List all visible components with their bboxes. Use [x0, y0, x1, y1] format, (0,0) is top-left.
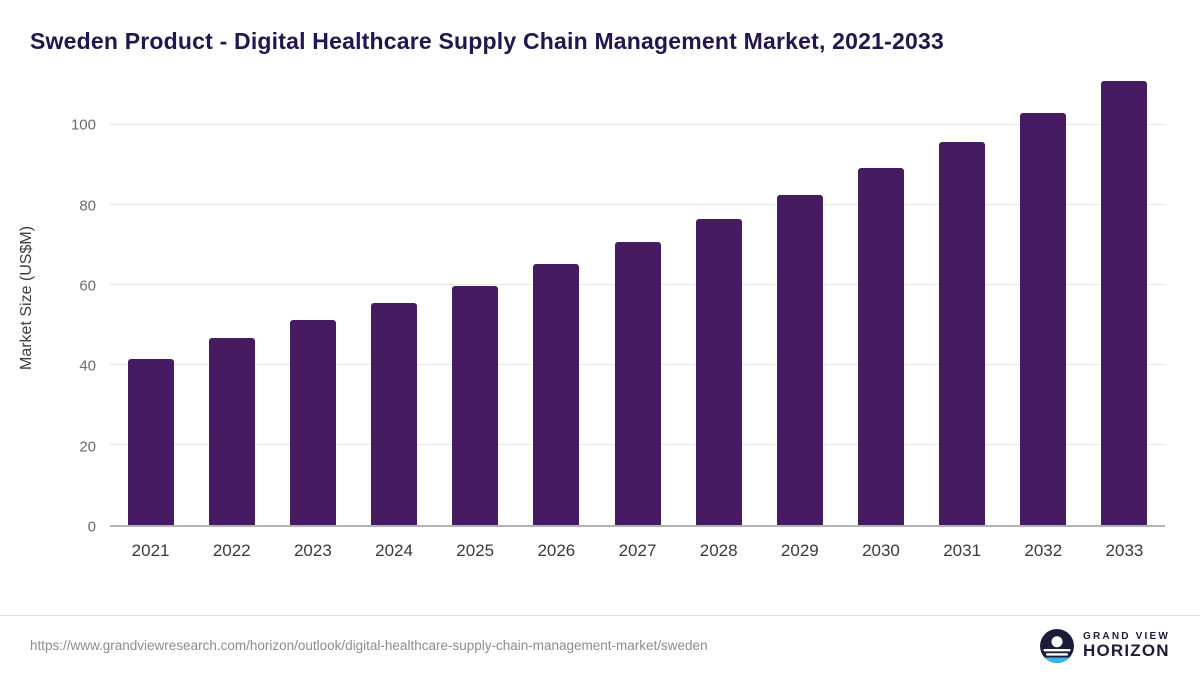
- bar-2031: [939, 141, 986, 525]
- y-tick-label-40: 40: [79, 357, 96, 375]
- bar-2024: [371, 303, 418, 525]
- bar-2027: [614, 241, 661, 525]
- y-tick-label-100: 100: [70, 116, 96, 134]
- bar-slot-2029: [759, 69, 840, 525]
- y-tick-label-80: 80: [79, 197, 96, 215]
- bar-slot-2026: [516, 69, 597, 525]
- bar-2022: [208, 337, 255, 525]
- x-tick-label-2025: 2025: [456, 541, 495, 560]
- source-url: https://www.grandviewresearch.com/horizo…: [30, 638, 708, 653]
- y-axis-ticks: 0 20 40 60 80 100: [44, 69, 110, 535]
- bar-slot-2027: [597, 69, 678, 525]
- bar-2030: [857, 168, 904, 525]
- bar-chart: Market Size (US$M) 0 20 40 60 80 100 2021 2022…: [10, 69, 1165, 575]
- bars-row: [110, 69, 1165, 525]
- x-tick-label-2024: 2024: [375, 541, 413, 560]
- bar-slot-2030: [840, 69, 921, 525]
- y-tick-label-60: 60: [79, 277, 96, 295]
- plot-area: [110, 69, 1165, 527]
- bar-2021: [127, 359, 174, 525]
- bar-slot-2021: [110, 69, 191, 525]
- x-tick-label-2029: 2029: [780, 541, 819, 560]
- footer: https://www.grandviewresearch.com/horizo…: [0, 615, 1200, 675]
- x-tick-label-2022: 2022: [212, 541, 251, 560]
- gridline-100: [110, 124, 1165, 125]
- bar-slot-2028: [678, 69, 759, 525]
- x-tick-label-2027: 2027: [618, 541, 657, 560]
- brand-logo: GRAND VIEW HORIZON: [1040, 628, 1170, 663]
- chart-title: Sweden Product - Digital Healthcare Supp…: [30, 28, 944, 54]
- x-tick-label-2023: 2023: [293, 541, 332, 560]
- x-tick-label-2021: 2021: [131, 541, 170, 560]
- bar-2028: [695, 219, 742, 525]
- x-tick-label-2032: 2032: [1024, 541, 1063, 560]
- bar-2033: [1101, 81, 1148, 525]
- bar-slot-2033: [1084, 69, 1165, 525]
- brand-line2: HORIZON: [1083, 640, 1170, 660]
- x-tick-label-2026: 2026: [537, 541, 576, 560]
- bar-slot-2024: [353, 69, 434, 525]
- bar-slot-2022: [191, 69, 272, 525]
- bar-2032: [1020, 113, 1067, 525]
- gridline-80: [110, 204, 1165, 205]
- horizon-logo-icon: [1040, 628, 1074, 663]
- bar-2029: [776, 195, 823, 525]
- y-axis-label: Market Size (US$M): [18, 225, 35, 371]
- x-tick-label-2031: 2031: [943, 541, 982, 560]
- bar-slot-2023: [272, 69, 353, 525]
- x-axis-labels: 2021 2022 2023 2024 2025 2026 2027 2028 2029 2030…: [110, 527, 1165, 575]
- bar-slot-2025: [435, 69, 516, 525]
- x-tick-label-2033: 2033: [1105, 541, 1144, 560]
- bar-slot-2032: [1003, 69, 1084, 525]
- y-tick-label-20: 20: [79, 438, 96, 456]
- bar-2025: [452, 285, 499, 525]
- y-tick-label-0: 0: [87, 518, 96, 536]
- bar-slot-2031: [922, 69, 1003, 525]
- x-tick-label-2030: 2030: [862, 541, 900, 560]
- x-tick-label-2028: 2028: [699, 541, 738, 560]
- brand-line1: GRAND VIEW: [1083, 630, 1170, 642]
- brand-name: GRAND VIEW HORIZON: [1083, 631, 1170, 661]
- bar-2023: [289, 320, 336, 525]
- bar-2026: [533, 264, 580, 525]
